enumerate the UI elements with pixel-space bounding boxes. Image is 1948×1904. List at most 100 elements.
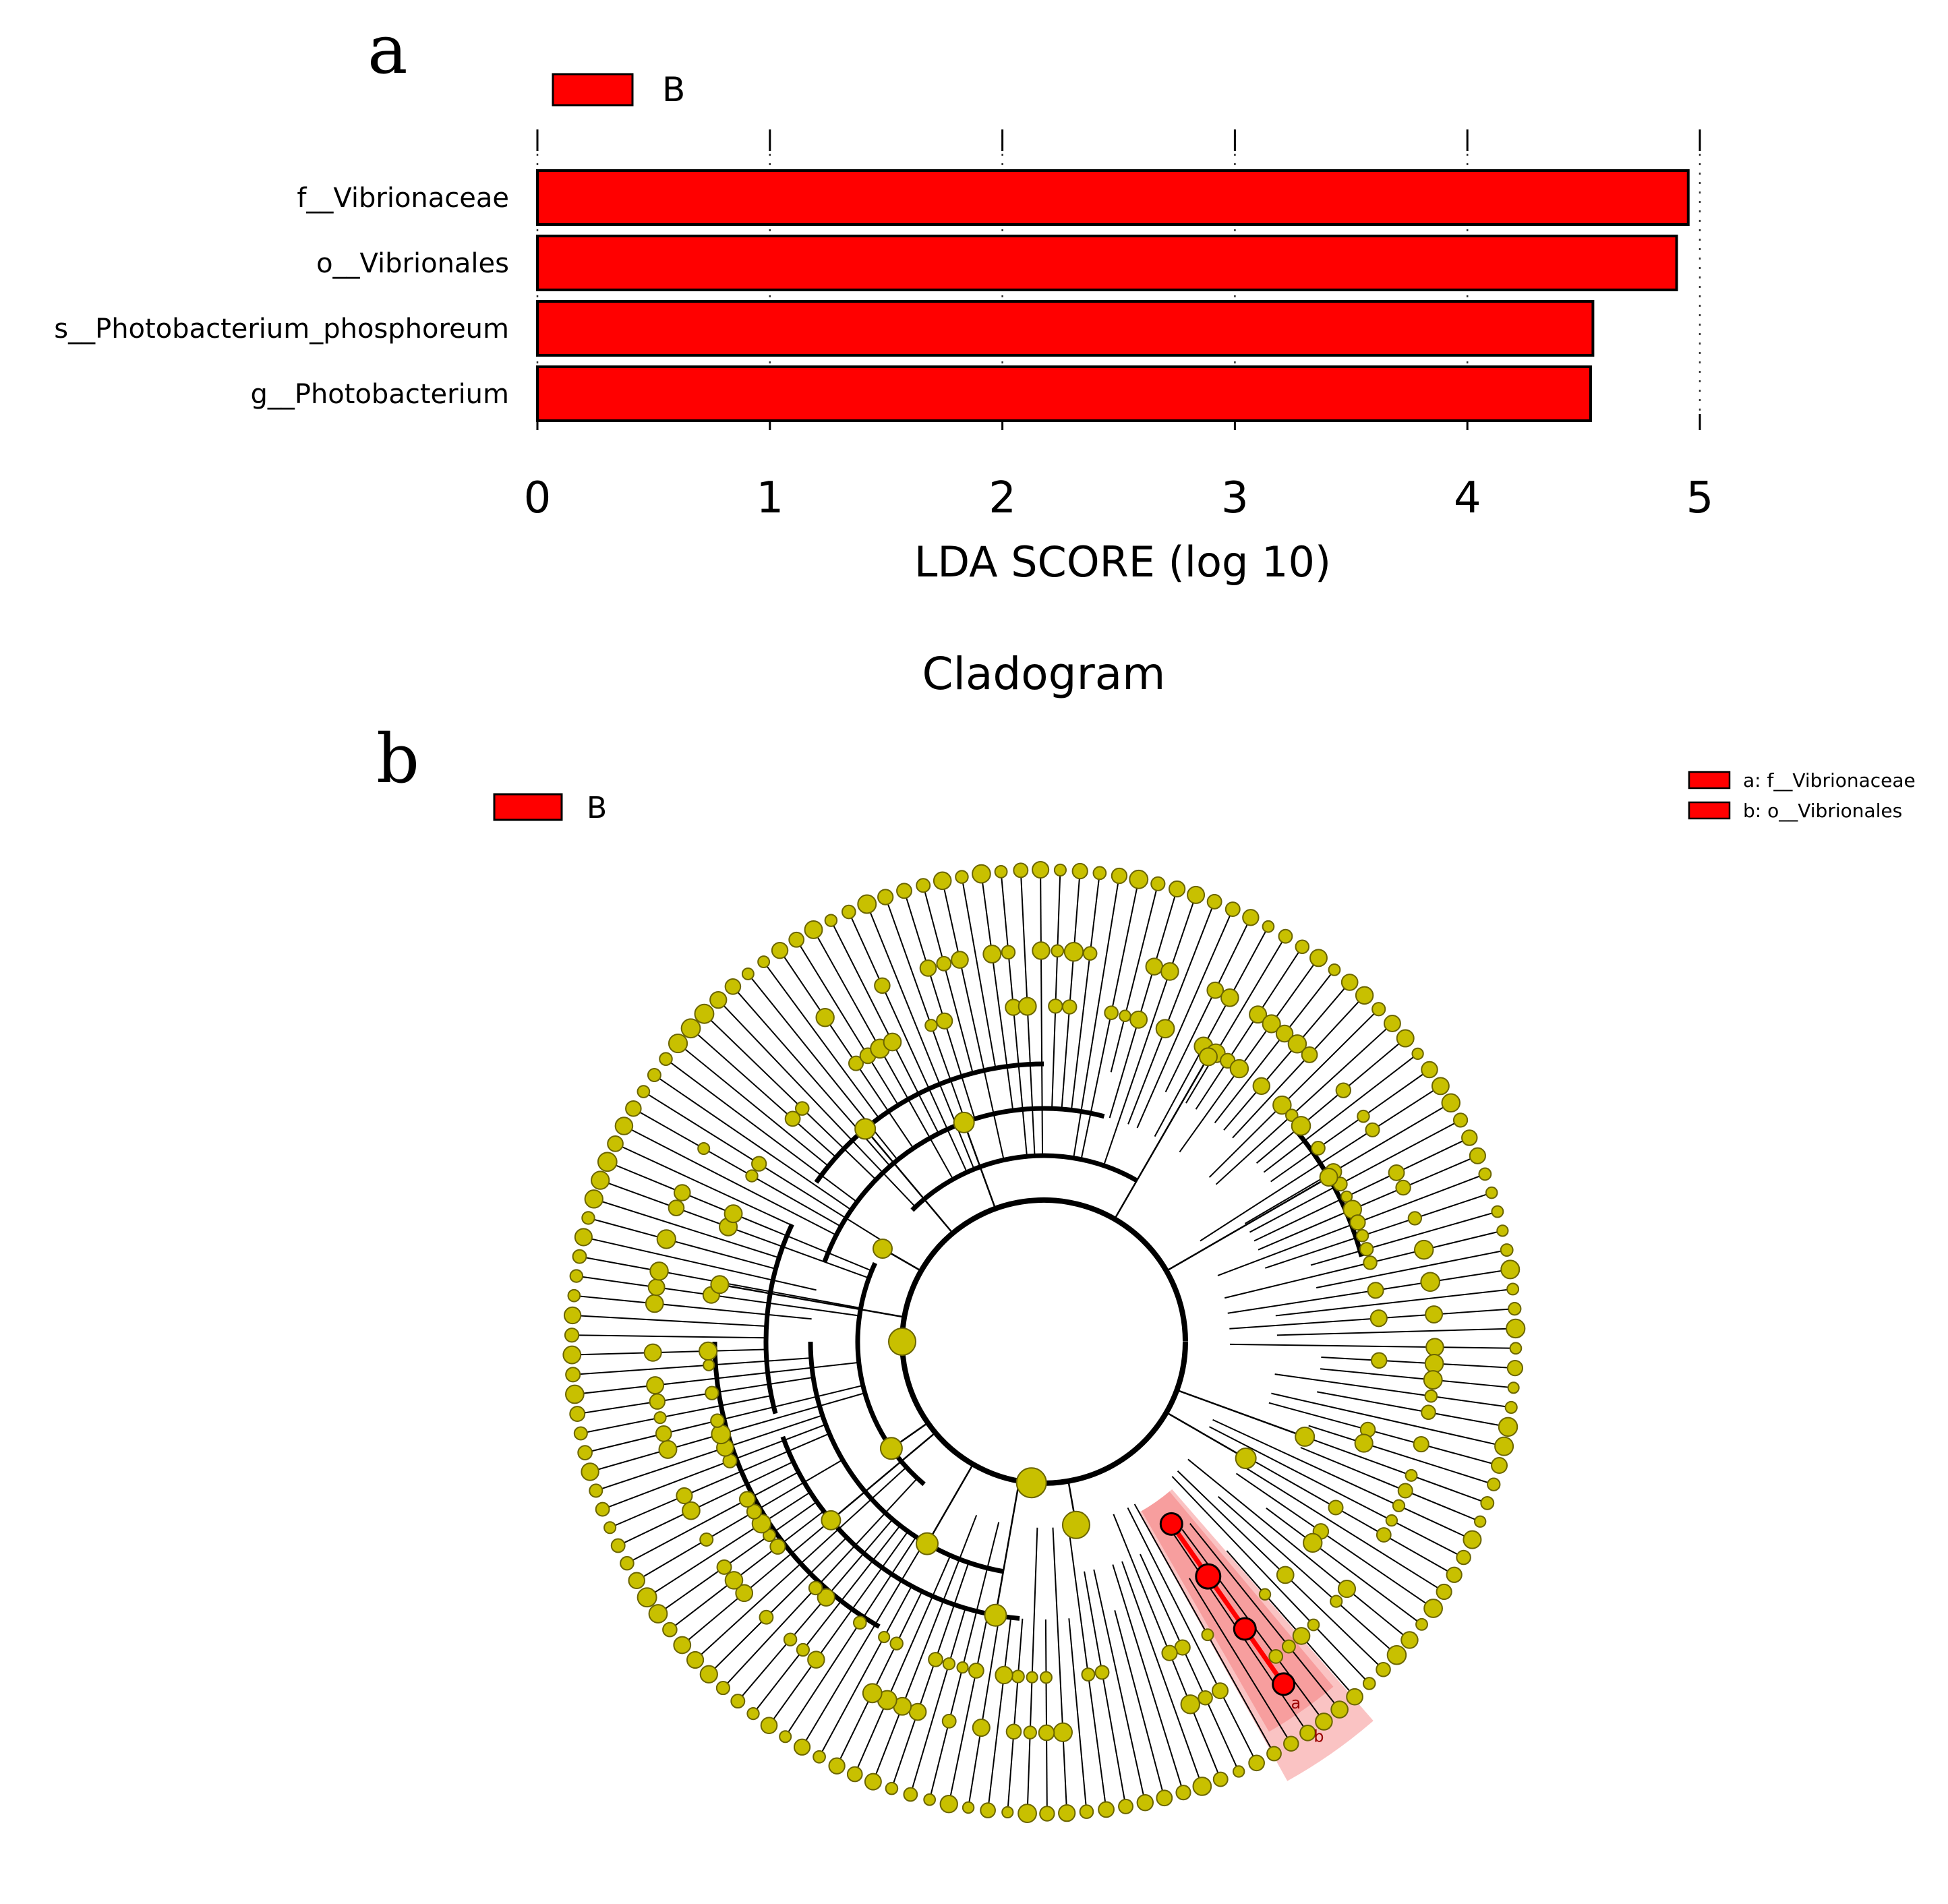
clade-node xyxy=(824,914,838,927)
branch-line xyxy=(574,1361,859,1396)
clade-node xyxy=(841,904,856,920)
branch-line xyxy=(1274,1373,1512,1408)
branch-line xyxy=(1276,1328,1516,1336)
branch-line xyxy=(572,1314,767,1328)
branch-line xyxy=(1154,926,1269,1137)
bar xyxy=(536,235,1678,291)
branch-line xyxy=(665,1058,858,1203)
inner-branch xyxy=(1166,1176,1330,1272)
branch-line xyxy=(1185,936,1287,1104)
branch-line xyxy=(572,1348,767,1356)
clade-node xyxy=(1278,928,1293,944)
clade-node xyxy=(757,955,771,969)
clade-node xyxy=(1268,1648,1284,1664)
clade-node xyxy=(1405,1468,1418,1482)
clade-node xyxy=(1328,963,1341,976)
branch-line xyxy=(819,1585,912,1758)
clade-node xyxy=(751,1514,772,1534)
branch-line xyxy=(1195,946,1303,1110)
clade-node xyxy=(1335,1082,1351,1098)
clade-node xyxy=(793,1738,811,1756)
panel-b-letter: b xyxy=(376,719,419,798)
clade-node xyxy=(1249,1005,1268,1024)
inner-branch xyxy=(830,1432,936,1521)
clade-node xyxy=(659,1052,673,1066)
clade-node xyxy=(1032,860,1050,879)
clade-node xyxy=(1292,1627,1311,1645)
branch-line xyxy=(948,1613,989,1804)
branch-line xyxy=(610,1433,830,1528)
branch-line xyxy=(695,1466,907,1661)
clade-node xyxy=(889,1636,904,1650)
clade-node xyxy=(779,1730,792,1744)
clade-node xyxy=(771,941,789,959)
clade-node xyxy=(694,1003,715,1024)
branch-line xyxy=(1275,1288,1513,1317)
clade-node xyxy=(699,1341,718,1361)
clade-node xyxy=(724,978,742,995)
clade-node xyxy=(648,1604,668,1624)
clade-node xyxy=(1160,962,1179,981)
clade-node xyxy=(565,1367,581,1383)
clade-node xyxy=(879,1437,903,1460)
bar-chart: 0 1 2 3 4 5 f__Vibrionaceae o__Vibrionales s__Ph… xyxy=(54,129,1713,523)
clade-node xyxy=(751,1156,767,1172)
clade-node xyxy=(1192,1777,1212,1796)
inner-branch xyxy=(1166,1411,1247,1460)
clade-node xyxy=(972,1718,991,1737)
clade-node xyxy=(628,1572,645,1589)
clade-node xyxy=(625,1100,642,1117)
clade-node xyxy=(1363,1255,1378,1270)
branch-line xyxy=(593,1198,779,1259)
clade-node xyxy=(1040,1671,1053,1684)
clade-node xyxy=(828,1757,846,1775)
clade-node xyxy=(1307,1618,1320,1632)
bar-legend: B xyxy=(552,70,685,109)
branch-line xyxy=(1244,1102,1452,1224)
branch-line xyxy=(1061,870,1081,1110)
clade-node xyxy=(1098,1801,1115,1818)
branch-line xyxy=(1320,1368,1514,1389)
clade-node xyxy=(607,1135,624,1152)
branch-line xyxy=(1300,1447,1481,1522)
bar-x-tick-label: 3 xyxy=(1221,473,1249,523)
branch-line xyxy=(941,881,1005,1160)
inner-branch xyxy=(1113,1056,1210,1220)
clade-node xyxy=(1198,1690,1213,1706)
branch-line xyxy=(653,1074,852,1211)
clade-node xyxy=(1015,1467,1047,1499)
clade-node xyxy=(1362,1677,1376,1690)
clade-node xyxy=(716,1559,732,1575)
branch-line xyxy=(1308,1425,1494,1485)
branch-line xyxy=(836,1590,923,1766)
bar-x-tick-label: 5 xyxy=(1686,473,1714,523)
clade-node xyxy=(1023,1725,1037,1739)
clade-node xyxy=(682,1501,701,1520)
branch-line xyxy=(1317,1391,1508,1428)
clade-node xyxy=(848,1055,864,1071)
clade-node xyxy=(715,1681,730,1696)
clade-node xyxy=(1423,1599,1443,1618)
clade-node xyxy=(1061,1510,1090,1539)
clade-node xyxy=(1038,1724,1055,1742)
clade-node xyxy=(643,1343,662,1362)
branch-line xyxy=(615,1143,792,1226)
clade-node xyxy=(1001,945,1016,960)
clade-node xyxy=(1212,1682,1229,1700)
bar-x-tick-label: 0 xyxy=(524,473,552,523)
clade-node xyxy=(1276,1566,1295,1584)
clade-node xyxy=(1424,1389,1438,1403)
clado-key: a: f__Vibrionaceae b: o__Vibrionales xyxy=(1688,769,1916,822)
clade-node xyxy=(724,1571,744,1590)
clade-node xyxy=(1071,862,1088,880)
clade-node xyxy=(680,1018,701,1039)
clade-node xyxy=(1421,1061,1438,1079)
inner-branch xyxy=(963,1122,997,1210)
branch-line xyxy=(602,1423,826,1510)
clade-node xyxy=(710,1413,725,1428)
cladogram-title: Cladogram xyxy=(922,648,1166,700)
clade-node xyxy=(804,920,823,939)
clade-node xyxy=(705,1386,719,1400)
branch-line xyxy=(677,1042,829,1167)
branch-line xyxy=(1256,1038,1406,1164)
